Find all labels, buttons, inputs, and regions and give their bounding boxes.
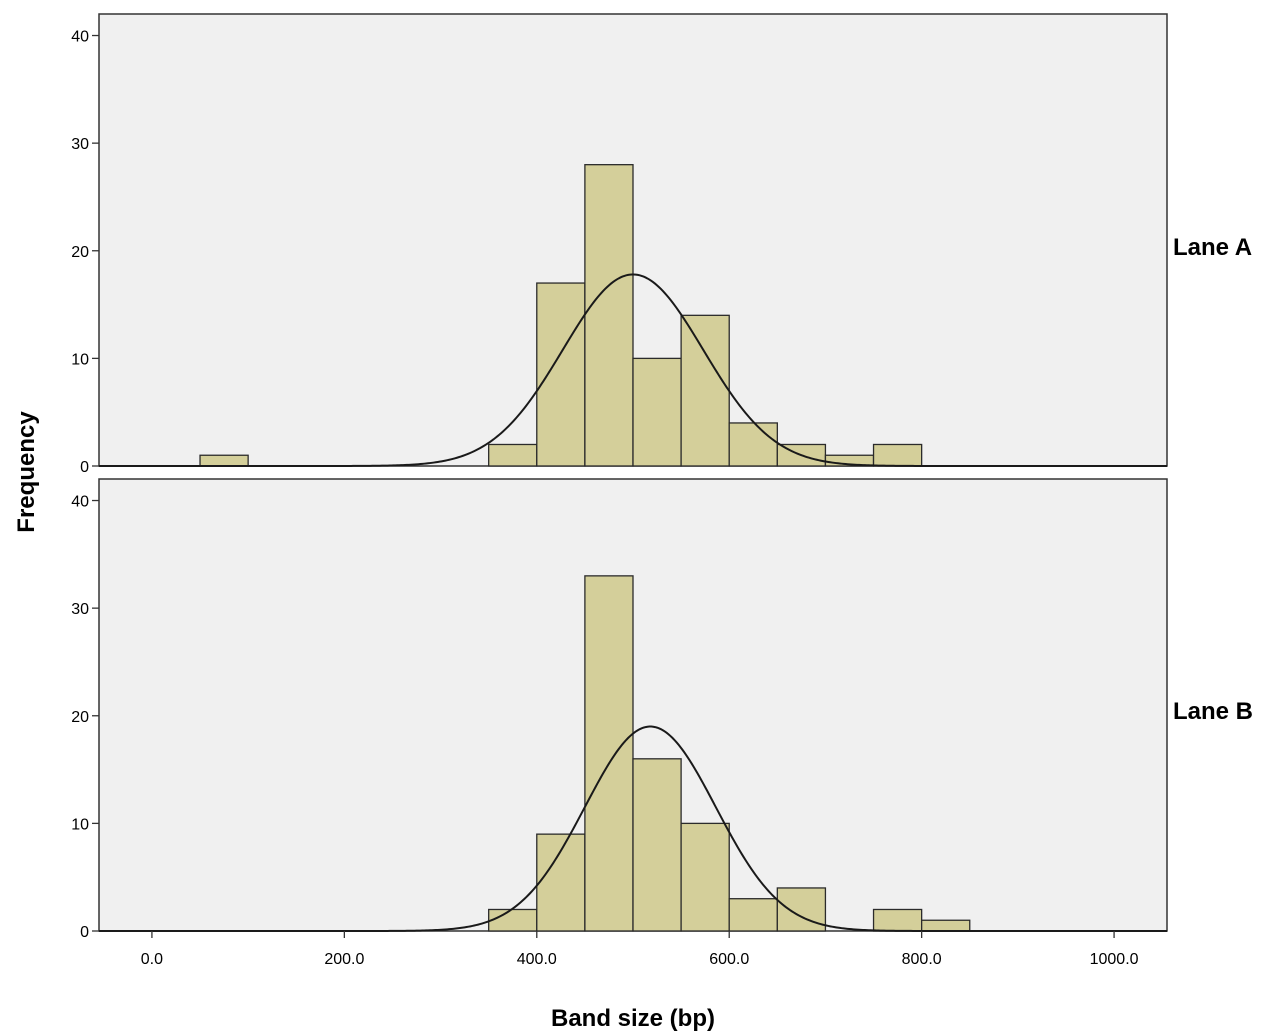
lane-a-y-tick-label-30: 30 (71, 136, 89, 153)
lane-a-bar-3 (584, 164, 634, 467)
panel-lane-a-label: Lane A (1173, 234, 1252, 261)
lane-a-bar-5 (680, 314, 730, 467)
lane-a-bar-2 (536, 282, 586, 467)
lane-a-bar-1 (488, 443, 538, 467)
lane-a-y-tick-label-0: 0 (80, 459, 89, 476)
lane-a-bar-0 (199, 454, 249, 467)
lane-a-bar-6 (728, 422, 778, 467)
lane-a-bar-9 (872, 443, 923, 467)
lane-b-bar-6 (776, 887, 827, 932)
lane-b-y-tick-label-20: 20 (71, 709, 89, 726)
panel-lane-a-bars (199, 164, 923, 467)
lane-b-y-tick-label-30: 30 (71, 601, 89, 618)
x-tick-label-800: 800.0 (902, 951, 942, 968)
panel-lane-b-label: Lane B (1173, 698, 1253, 725)
lane-a-y-tick-label-10: 10 (71, 351, 89, 368)
x-tick-label-200: 200.0 (324, 951, 364, 968)
x-tick-label-0: 0.0 (141, 951, 163, 968)
lane-b-bar-3 (632, 758, 682, 932)
x-axis-title: Band size (bp) (551, 1005, 715, 1032)
lane-b-bar-2 (584, 575, 634, 932)
panel-lane-b-y-axis: 0 10 20 30 40 (71, 494, 99, 941)
lane-a-bar-4 (632, 357, 682, 467)
lane-b-y-tick-label-10: 10 (71, 816, 89, 833)
panel-lane-b-bars (488, 575, 971, 932)
lane-b-bar-8 (921, 919, 971, 932)
lane-b-bar-7 (872, 908, 923, 932)
x-tick-label-400: 400.0 (517, 951, 557, 968)
lane-a-y-tick-label-40: 40 (71, 29, 89, 46)
lane-b-bar-5 (728, 898, 778, 932)
lane-b-bar-4 (680, 822, 730, 932)
y-axis-title: Frequency (13, 411, 40, 533)
lane-b-y-tick-label-0: 0 (80, 924, 89, 941)
x-axis: 0.0 200.0 400.0 600.0 800.0 1000.0 (141, 931, 1139, 968)
panel-lane-b-normal-curve (99, 725, 1167, 932)
lane-b-bar-0 (488, 908, 538, 932)
x-tick-label-1000: 1000.0 (1090, 951, 1139, 968)
panel-lane-a-y-axis: 0 10 20 30 40 (71, 29, 99, 476)
panel-lane-b: 0 10 20 30 40 Lane B (71, 478, 1253, 941)
lane-b-y-tick-label-40: 40 (71, 494, 89, 511)
panel-lane-a: 0 10 20 30 40 Lane A (71, 13, 1252, 476)
lane-b-bar-1 (536, 833, 586, 932)
x-tick-label-600: 600.0 (709, 951, 749, 968)
lane-a-y-tick-label-20: 20 (71, 244, 89, 261)
panel-lane-a-normal-curve (99, 273, 1167, 467)
